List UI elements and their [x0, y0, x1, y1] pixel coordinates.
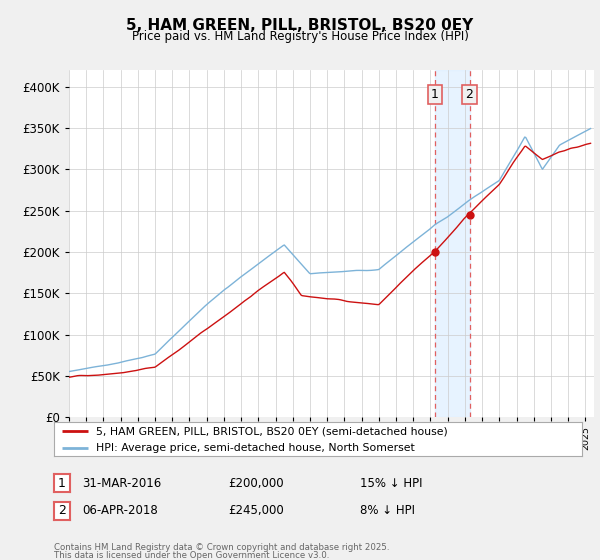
Text: 1: 1: [58, 477, 66, 490]
Text: Contains HM Land Registry data © Crown copyright and database right 2025.: Contains HM Land Registry data © Crown c…: [54, 543, 389, 552]
Text: 8% ↓ HPI: 8% ↓ HPI: [360, 504, 415, 517]
Text: £245,000: £245,000: [228, 504, 284, 517]
Text: 06-APR-2018: 06-APR-2018: [82, 504, 158, 517]
Text: This data is licensed under the Open Government Licence v3.0.: This data is licensed under the Open Gov…: [54, 551, 329, 560]
Text: Price paid vs. HM Land Registry's House Price Index (HPI): Price paid vs. HM Land Registry's House …: [131, 30, 469, 43]
Text: 15% ↓ HPI: 15% ↓ HPI: [360, 477, 422, 490]
Text: 1: 1: [431, 88, 439, 101]
Text: 2: 2: [58, 504, 66, 517]
Bar: [435, 70, 470, 417]
Text: HPI: Average price, semi-detached house, North Somerset: HPI: Average price, semi-detached house,…: [96, 443, 415, 452]
Text: £200,000: £200,000: [228, 477, 284, 490]
Text: 31-MAR-2016: 31-MAR-2016: [82, 477, 161, 490]
Text: 5, HAM GREEN, PILL, BRISTOL, BS20 0EY (semi-detached house): 5, HAM GREEN, PILL, BRISTOL, BS20 0EY (s…: [96, 426, 448, 436]
Text: 5, HAM GREEN, PILL, BRISTOL, BS20 0EY: 5, HAM GREEN, PILL, BRISTOL, BS20 0EY: [127, 18, 473, 32]
Text: 2: 2: [466, 88, 473, 101]
